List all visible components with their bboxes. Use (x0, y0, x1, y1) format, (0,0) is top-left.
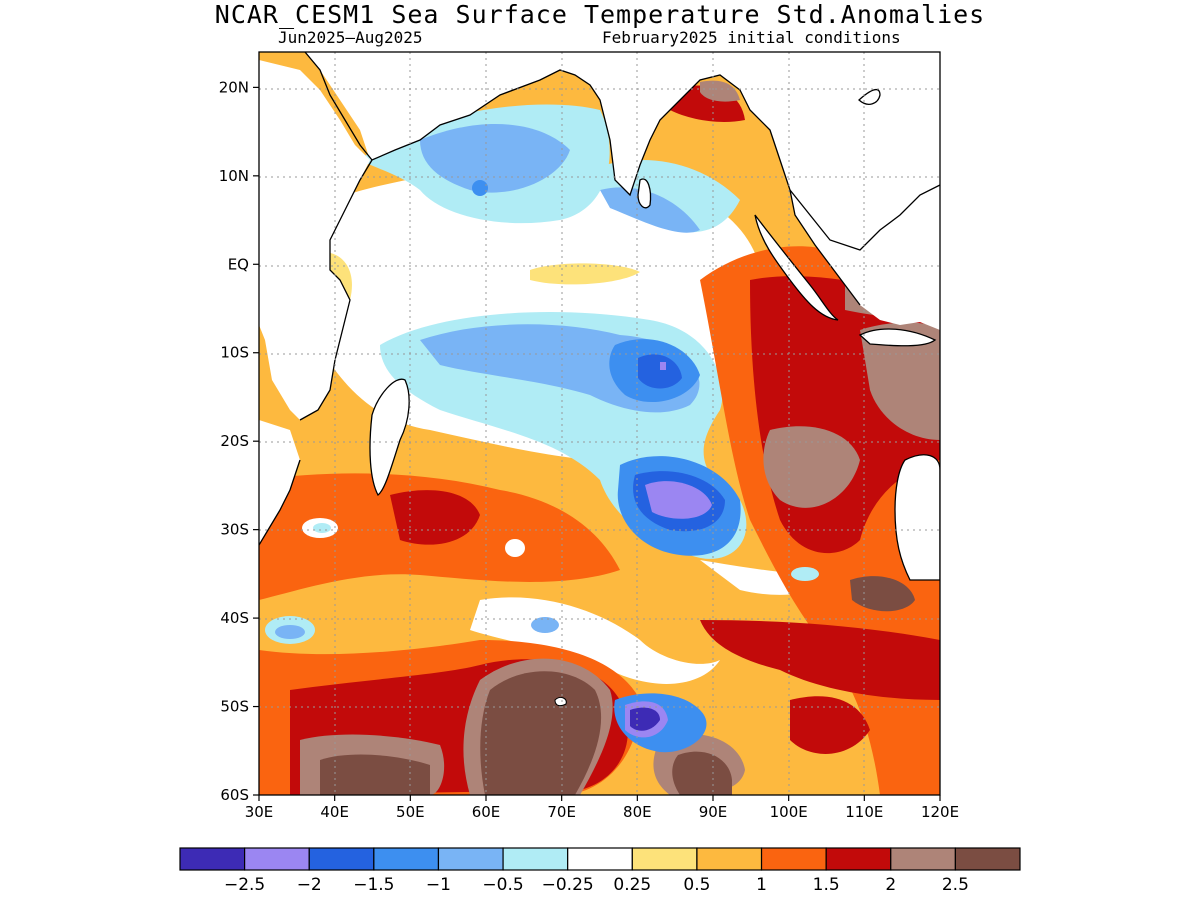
map-title: NCAR_CESM1 Sea Surface Temperature Std.A… (214, 0, 986, 29)
lon-tick-label: 50E (396, 803, 425, 821)
legend-color-box (760, 847, 827, 871)
strong-positive-region (790, 696, 870, 754)
strong-positive-region (390, 490, 480, 545)
map-frame (258, 51, 941, 796)
lon-tick-label: 90E (699, 803, 728, 821)
strong-negative-core (660, 362, 666, 370)
lon-tick-label: 70E (547, 803, 576, 821)
latitude-axis: 20N 10N EQ 10S 20S 30S 40S 50S 60S (219, 78, 259, 804)
legend-color-box (696, 847, 763, 871)
strong-negative-core (645, 481, 712, 519)
africa-coastline (299, 159, 373, 421)
season-subtitle: Jun2025–Aug2025 (278, 28, 423, 47)
lat-tick-label: 50S (220, 698, 249, 716)
lat-tick-label: 20S (220, 432, 249, 450)
lon-tick-label: 40E (320, 803, 349, 821)
legend-label: −0.25 (542, 875, 594, 895)
lon-tick-label: 100E (770, 803, 808, 821)
lat-tick-label: EQ (228, 255, 249, 273)
negative-anomaly-region (791, 567, 819, 581)
lat-tick-label: 10S (220, 344, 249, 362)
very-strong-positive-region (860, 322, 940, 440)
legend-color-box (244, 847, 310, 871)
lat-tick-label: 40S (220, 609, 249, 627)
lat-tick-label: 30S (220, 521, 249, 539)
init-conditions-subtitle: February2025 initial conditions (602, 28, 901, 47)
lon-tick-label: 80E (623, 803, 652, 821)
negative-anomaly-region (420, 123, 570, 193)
legend-label: −0.5 (482, 875, 523, 895)
legend-label: 2 (885, 875, 896, 895)
negative-anomaly-region (275, 625, 305, 639)
legend-label: 1.5 (813, 875, 840, 895)
legend-color-box (502, 847, 569, 871)
extreme-positive-region (672, 751, 732, 795)
legend-color-box (890, 847, 956, 871)
kerguelen-island (554, 696, 567, 707)
extreme-positive-region (850, 576, 915, 612)
southern-africa-coastline (259, 459, 301, 546)
very-strong-positive-region (763, 426, 860, 508)
madagascar (369, 378, 410, 496)
legend-label: 1 (756, 875, 767, 895)
sri-lanka (637, 178, 652, 209)
anomaly-field (259, 52, 940, 795)
australia-west-coast (894, 454, 940, 581)
legend-label: 2.5 (942, 875, 969, 895)
negative-anomaly-region (600, 187, 700, 233)
asia-landmass (259, 52, 940, 330)
legend-color-box (954, 847, 1021, 871)
legend-label: −2 (297, 875, 322, 895)
grid-lines (259, 52, 940, 795)
longitude-axis: 30E 40E 50E 60E 70E 80E 90E 100E 110E 120E (245, 795, 959, 821)
weak-anomaly-region (470, 597, 720, 684)
legend-color-box (437, 847, 504, 871)
legend-color-box (308, 847, 375, 871)
legend-label: −1.5 (353, 875, 394, 895)
lat-tick-label: 10N (219, 167, 249, 185)
weak-positive-patch (530, 263, 640, 285)
lat-tick-label: 20N (219, 78, 249, 96)
java-island (858, 328, 937, 347)
lon-tick-label: 30E (245, 803, 274, 821)
legend-color-box (179, 847, 246, 871)
lon-tick-label: 110E (845, 803, 883, 821)
legend-color-box (631, 847, 698, 871)
sumatra-island (754, 214, 839, 321)
legend-color-box (373, 847, 440, 871)
legend-color-box (825, 847, 892, 871)
strong-negative-core (638, 354, 682, 389)
negative-anomaly-core (472, 180, 488, 196)
legend-label: −2.5 (224, 875, 265, 895)
lon-tick-label: 60E (472, 803, 501, 821)
legend-label: 0.5 (683, 875, 710, 895)
maritime-continent-coastline (789, 184, 940, 251)
extreme-positive-region (320, 754, 430, 795)
lon-tick-label: 120E (921, 803, 959, 821)
legend-label: −1 (426, 875, 451, 895)
weak-anomaly-region (505, 539, 525, 557)
extreme-positive-region (480, 671, 602, 795)
legend-label: 0.25 (613, 875, 651, 895)
negative-anomaly-region (531, 617, 559, 633)
very-strong-positive-region (700, 80, 740, 102)
lat-tick-label: 60S (220, 786, 249, 804)
legend-color-box (567, 847, 633, 871)
strong-positive-region (700, 620, 940, 700)
southern-africa-landmass (259, 420, 300, 545)
asia-coastline (304, 52, 861, 306)
